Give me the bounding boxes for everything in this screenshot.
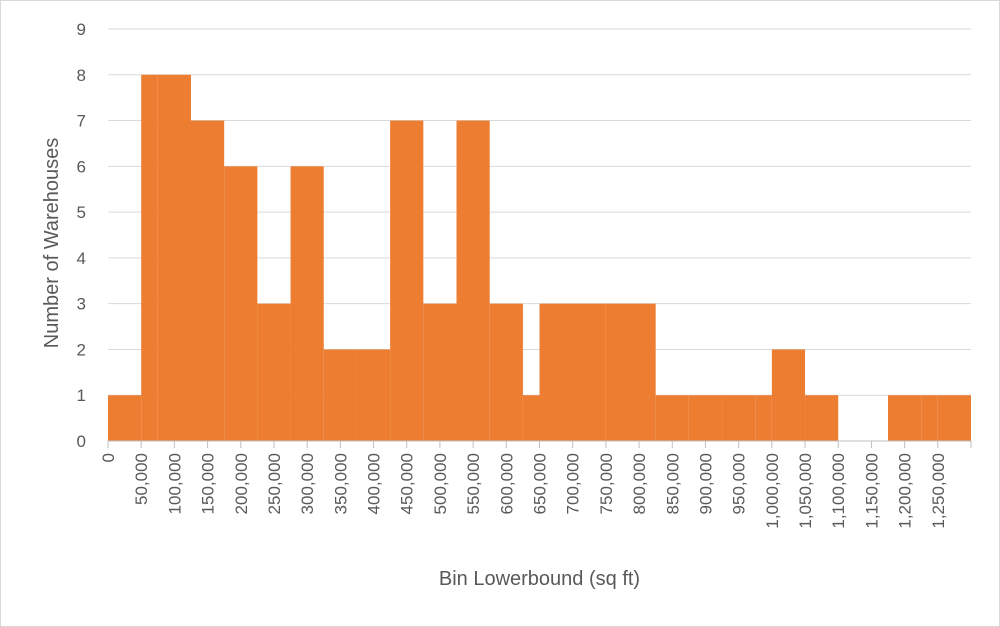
y-tick-labels: 0 1 2 3 4 5 6 7 8 9	[77, 20, 86, 451]
x-tick-label: 300,000	[298, 453, 317, 514]
x-tick-label: 1,150,000	[862, 453, 881, 529]
histogram-bar	[722, 395, 756, 441]
histogram-bar	[108, 395, 142, 441]
y-tick-label: 7	[77, 112, 86, 131]
histogram-bar	[539, 303, 606, 441]
histogram-bar	[755, 395, 772, 441]
histogram-bar	[805, 395, 839, 441]
x-tick-label: 0	[99, 453, 118, 462]
histogram-bar	[456, 120, 490, 442]
x-tick-label: 400,000	[365, 453, 384, 514]
histogram-bar	[921, 395, 938, 441]
histogram-bar	[937, 395, 971, 441]
x-tick-label: 950,000	[730, 453, 749, 514]
x-tick-label: 150,000	[199, 453, 218, 514]
histogram-bar	[157, 74, 191, 442]
x-tick-labels: 0 50,000 100,000 150,000 200,000 250,000 300,0…	[99, 453, 948, 529]
histogram-bars	[108, 74, 971, 442]
y-tick-label: 6	[77, 157, 86, 176]
x-tick-label: 1,050,000	[796, 453, 815, 529]
y-tick-label: 4	[77, 249, 86, 268]
histogram-bar	[423, 303, 457, 441]
x-tick-label: 50,000	[132, 453, 151, 505]
histogram-bar	[522, 395, 540, 441]
x-axis-title: Bin Lowerbound (sq ft)	[439, 568, 640, 590]
x-tick-label: 550,000	[464, 453, 483, 514]
y-tick-label: 0	[77, 432, 86, 451]
y-tick-label: 3	[77, 295, 86, 314]
y-tick-label: 2	[77, 340, 86, 359]
x-tick-label: 650,000	[531, 453, 550, 514]
histogram-bar	[141, 74, 158, 442]
y-tick-label: 8	[77, 66, 86, 85]
x-tick-label: 1,250,000	[929, 453, 948, 529]
x-tick-label: 200,000	[232, 453, 251, 514]
histogram-bar	[771, 349, 806, 441]
x-tick-label: 800,000	[630, 453, 649, 514]
x-tick-label: 250,000	[265, 453, 284, 514]
histogram-bar	[290, 166, 324, 442]
x-tick-label: 850,000	[663, 453, 682, 514]
x-tick-label: 100,000	[165, 453, 184, 514]
histogram-bar	[356, 349, 391, 441]
x-tick-label: 450,000	[398, 453, 417, 514]
x-tick-label: 1,000,000	[763, 453, 782, 529]
histogram-bar	[688, 395, 723, 441]
x-tick-label: 750,000	[597, 453, 616, 514]
x-tick-label: 1,200,000	[896, 453, 915, 529]
x-tick-label: 500,000	[431, 453, 450, 514]
x-tick-label: 1,100,000	[829, 453, 848, 529]
y-axis-title: Number of Warehouses	[41, 138, 63, 348]
histogram-bar	[605, 303, 656, 441]
x-tick-label: 350,000	[331, 453, 350, 514]
histogram-bar	[323, 349, 357, 441]
x-tick-label: 700,000	[564, 453, 583, 514]
histogram-bar	[190, 120, 225, 442]
y-tick-label: 5	[77, 203, 86, 222]
histogram-bar	[257, 303, 291, 441]
y-tick-label: 1	[77, 386, 86, 405]
axes	[107, 440, 972, 448]
y-tick-label: 9	[77, 20, 86, 39]
histogram-bar	[224, 166, 258, 442]
x-tick-label: 600,000	[497, 453, 516, 514]
histogram-bar	[655, 395, 689, 441]
x-tick-label: 900,000	[696, 453, 715, 514]
histogram-bar	[390, 120, 424, 442]
histogram-bar	[489, 303, 523, 441]
histogram-bar	[888, 395, 922, 441]
